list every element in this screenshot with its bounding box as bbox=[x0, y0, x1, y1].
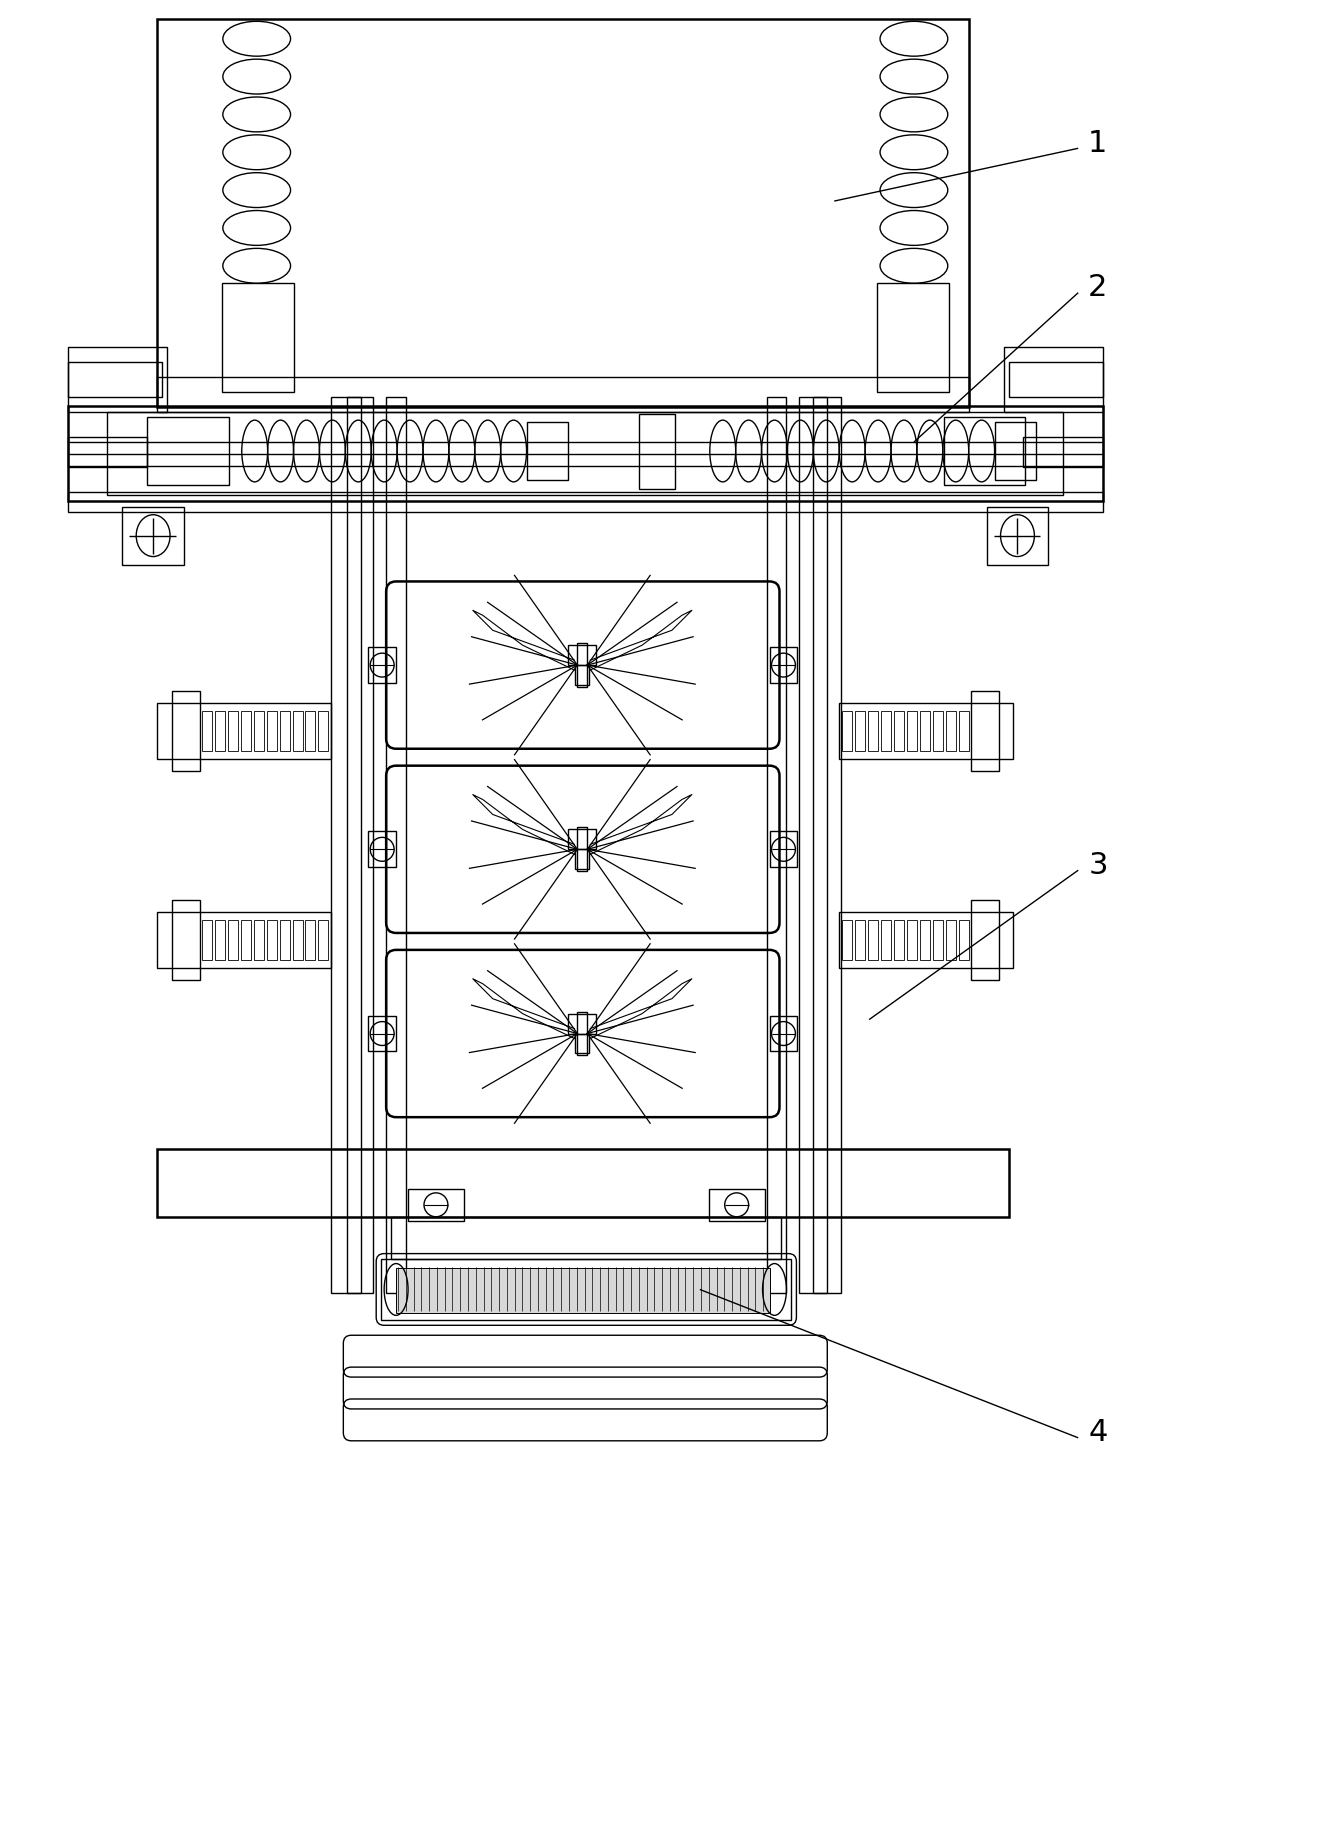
Bar bbox=[157, 1149, 1009, 1217]
Bar bbox=[1009, 362, 1104, 397]
Bar bbox=[241, 711, 250, 750]
Bar bbox=[855, 711, 865, 750]
Bar bbox=[986, 506, 1048, 565]
Bar bbox=[639, 414, 674, 489]
Bar bbox=[319, 711, 328, 750]
Bar bbox=[994, 423, 1036, 480]
Bar bbox=[67, 491, 1104, 512]
Bar bbox=[386, 397, 406, 1293]
Bar bbox=[569, 829, 597, 850]
Bar bbox=[709, 1189, 765, 1221]
Bar bbox=[971, 899, 998, 979]
Bar bbox=[839, 704, 1014, 759]
Bar bbox=[932, 711, 943, 750]
Text: 4: 4 bbox=[1088, 1418, 1108, 1448]
Bar bbox=[67, 438, 148, 467]
Bar bbox=[107, 412, 1063, 495]
Bar bbox=[919, 920, 930, 960]
Text: 2: 2 bbox=[1088, 273, 1108, 303]
Bar bbox=[215, 711, 225, 750]
Bar bbox=[932, 920, 943, 960]
Bar bbox=[148, 417, 229, 486]
Bar bbox=[266, 920, 277, 960]
Bar bbox=[221, 283, 294, 392]
Bar bbox=[769, 831, 797, 868]
Bar bbox=[814, 397, 827, 1293]
Bar bbox=[67, 406, 1104, 501]
Bar bbox=[241, 920, 250, 960]
Bar bbox=[319, 920, 328, 960]
Bar bbox=[1023, 438, 1104, 467]
Bar bbox=[157, 704, 332, 759]
Bar bbox=[894, 920, 903, 960]
Bar bbox=[577, 643, 587, 687]
Bar bbox=[855, 920, 865, 960]
Bar bbox=[944, 417, 1026, 486]
Bar bbox=[576, 850, 589, 870]
Bar bbox=[959, 920, 969, 960]
Bar bbox=[946, 711, 956, 750]
Bar bbox=[292, 711, 303, 750]
Bar bbox=[577, 827, 587, 872]
Bar bbox=[254, 711, 263, 750]
Bar bbox=[877, 283, 948, 392]
Bar bbox=[306, 920, 316, 960]
Bar bbox=[881, 920, 892, 960]
Bar bbox=[907, 920, 917, 960]
Bar bbox=[946, 920, 956, 960]
Bar bbox=[157, 912, 332, 968]
Bar bbox=[1004, 347, 1104, 412]
Bar bbox=[279, 711, 290, 750]
Bar bbox=[843, 920, 852, 960]
Bar bbox=[881, 711, 892, 750]
Bar bbox=[576, 1034, 589, 1053]
Bar bbox=[569, 1014, 597, 1034]
Bar bbox=[843, 711, 852, 750]
Bar bbox=[799, 397, 842, 1293]
Bar bbox=[408, 1189, 464, 1221]
Bar bbox=[228, 711, 238, 750]
Bar bbox=[527, 423, 569, 480]
Bar bbox=[959, 711, 969, 750]
Bar bbox=[569, 645, 597, 665]
Bar bbox=[381, 1258, 792, 1321]
Bar bbox=[576, 665, 589, 685]
Bar bbox=[202, 711, 212, 750]
Bar bbox=[173, 899, 200, 979]
Bar bbox=[173, 691, 200, 770]
Bar bbox=[279, 920, 290, 960]
Text: 3: 3 bbox=[1088, 851, 1108, 879]
Bar bbox=[157, 377, 969, 412]
Bar bbox=[306, 711, 316, 750]
Bar bbox=[202, 920, 212, 960]
Bar bbox=[292, 920, 303, 960]
Bar bbox=[369, 1016, 396, 1051]
Bar bbox=[266, 711, 277, 750]
Bar bbox=[919, 711, 930, 750]
Bar bbox=[228, 920, 238, 960]
Bar bbox=[766, 397, 786, 1293]
Bar bbox=[868, 920, 878, 960]
Bar bbox=[348, 397, 361, 1293]
Bar bbox=[254, 920, 263, 960]
Bar bbox=[971, 691, 998, 770]
Bar bbox=[577, 1012, 587, 1055]
Bar bbox=[894, 711, 903, 750]
Bar bbox=[122, 506, 184, 565]
Bar bbox=[769, 646, 797, 683]
Bar bbox=[67, 362, 162, 397]
Bar bbox=[215, 920, 225, 960]
Bar bbox=[157, 18, 969, 406]
Bar bbox=[839, 912, 1014, 968]
Bar bbox=[391, 1217, 781, 1258]
Bar bbox=[396, 1267, 769, 1313]
Bar bbox=[67, 347, 167, 412]
Bar bbox=[868, 711, 878, 750]
Bar bbox=[332, 397, 373, 1293]
Bar bbox=[907, 711, 917, 750]
Text: 1: 1 bbox=[1088, 129, 1108, 157]
Bar bbox=[369, 646, 396, 683]
Bar bbox=[369, 831, 396, 868]
Bar bbox=[769, 1016, 797, 1051]
